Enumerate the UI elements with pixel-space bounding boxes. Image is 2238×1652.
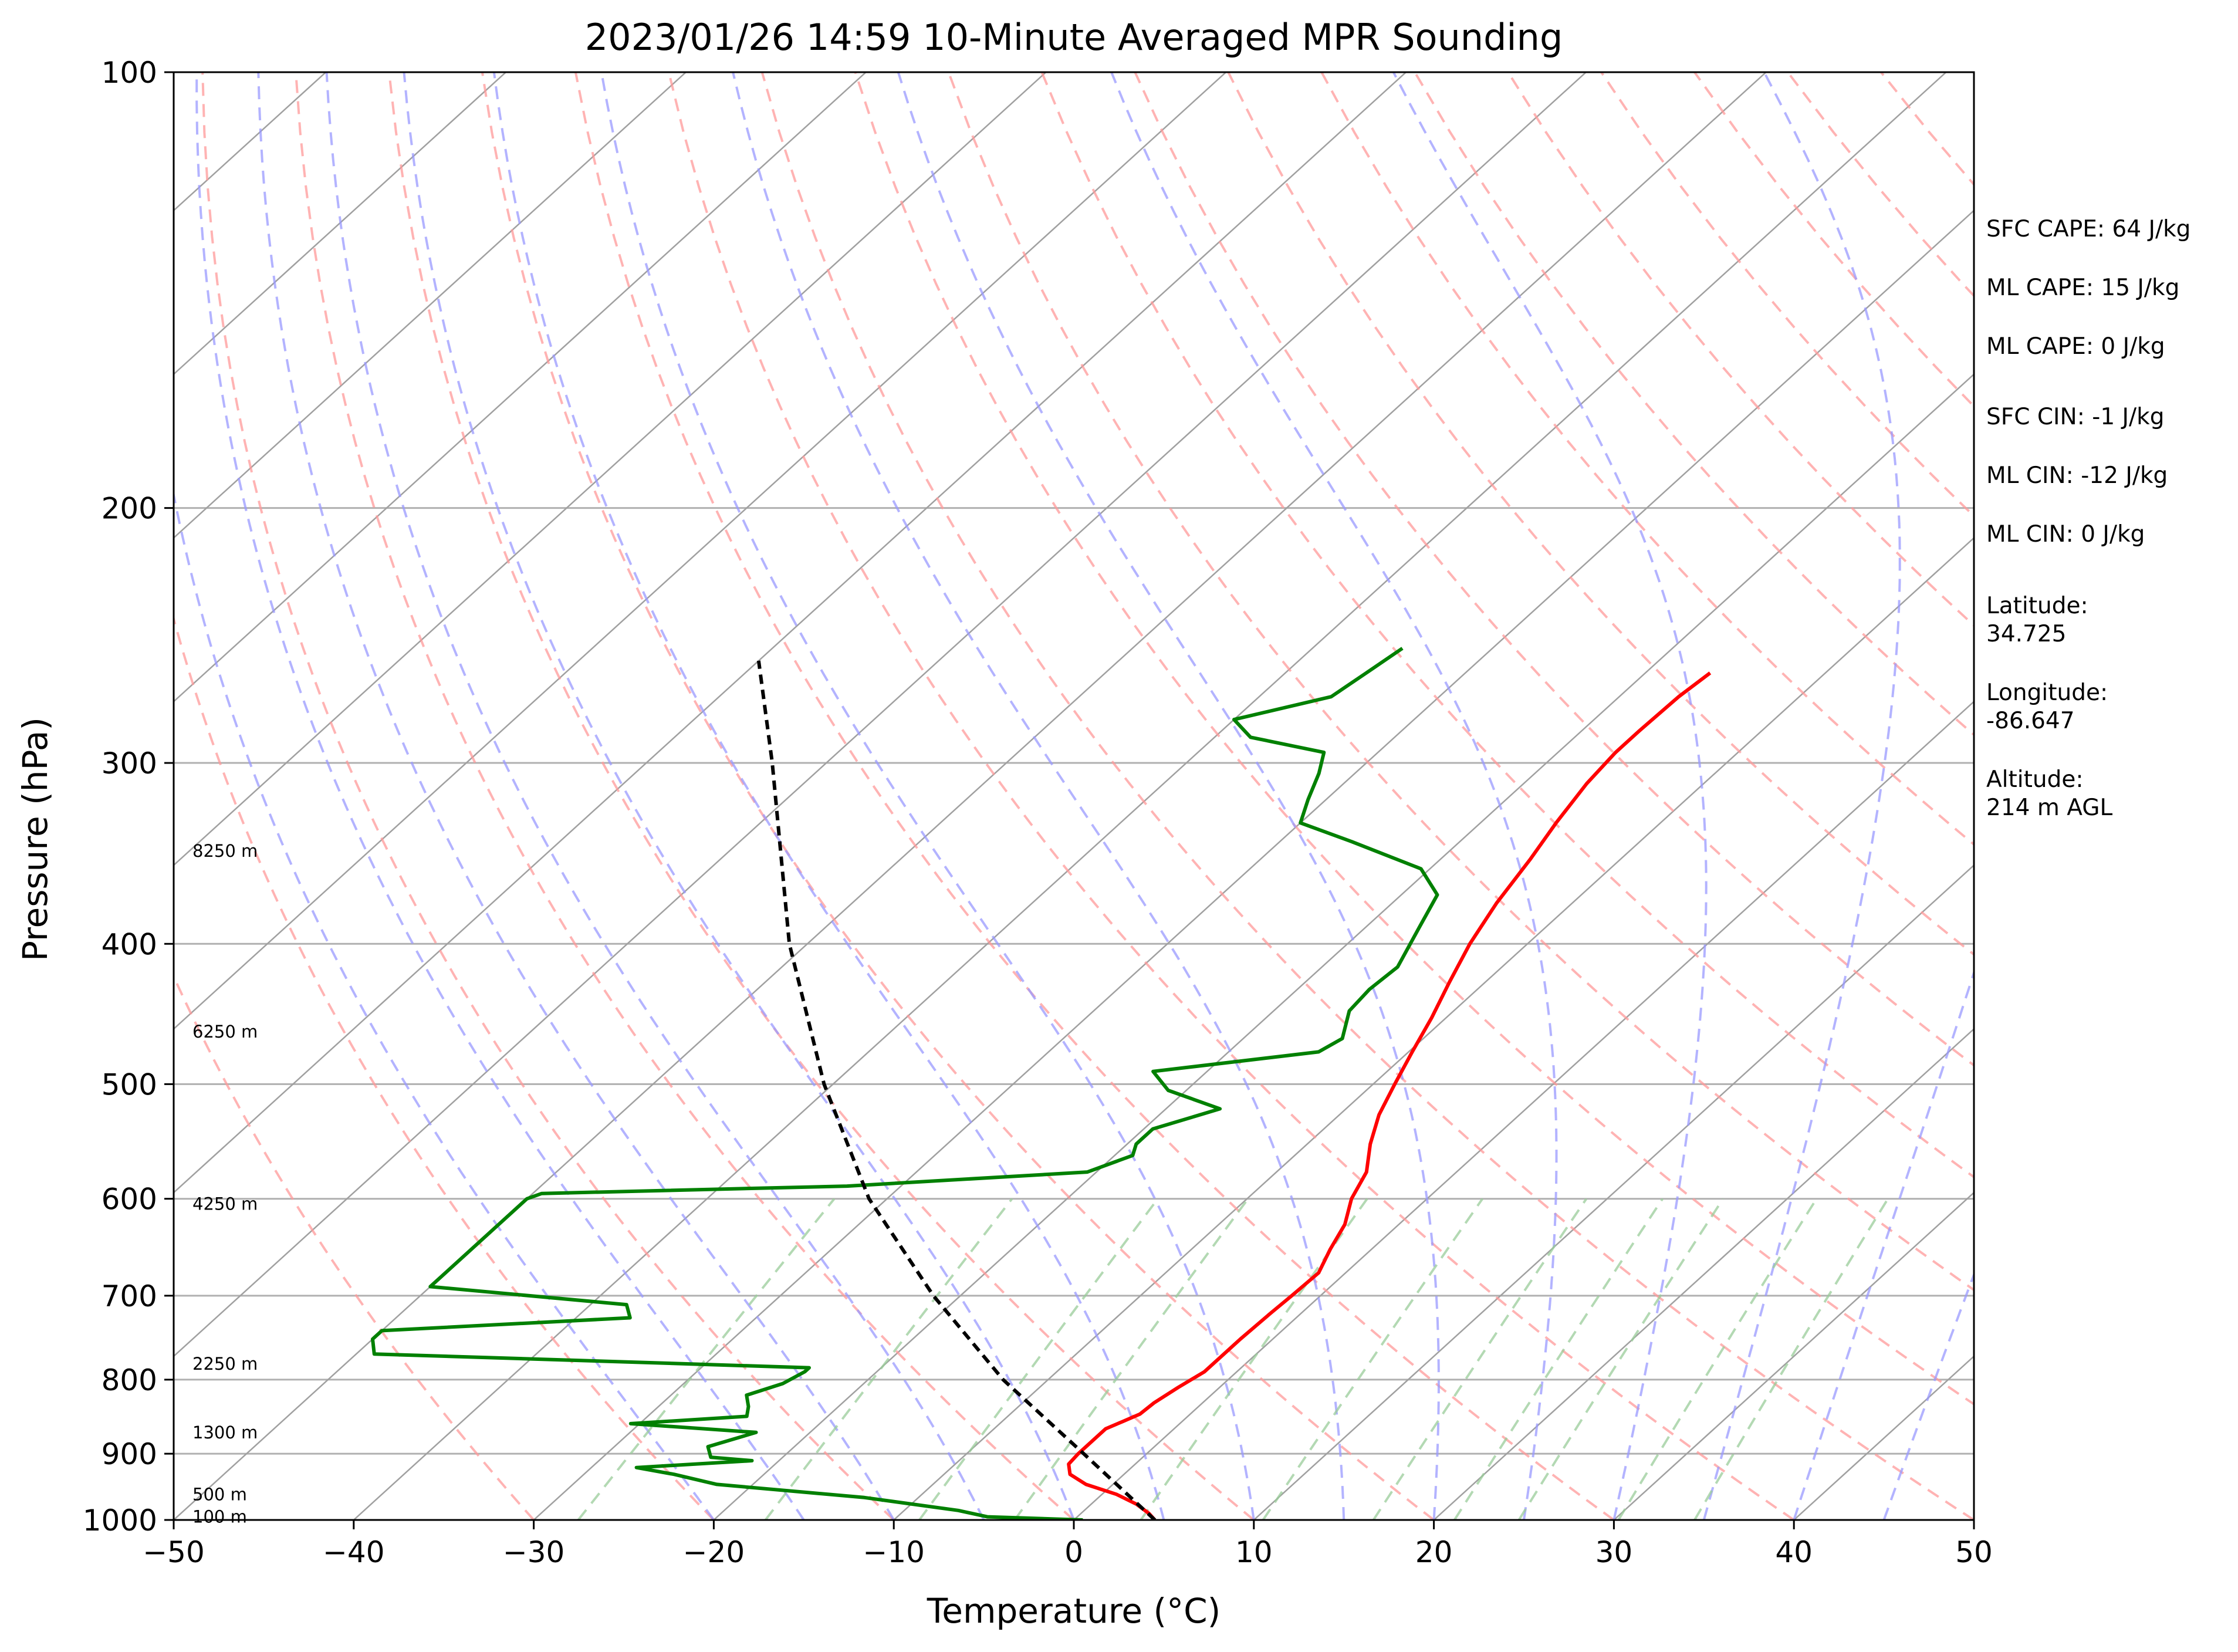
y-tick-label: 100 [102,56,157,90]
y-tick-label: 400 [102,927,157,961]
temperature-profile [1069,673,1710,1520]
x-tick-label: −10 [863,1535,925,1569]
x-tick-label: −50 [143,1535,205,1569]
side-panel-text: Longitude: [1986,680,2108,706]
side-panel-text: SFC CIN: -1 J/kg [1986,404,2165,430]
y-tick-label: 600 [102,1183,157,1217]
altitude-label: 6250 m [192,1022,258,1042]
y-tick-label: 200 [102,492,157,526]
moist-adiabat-line [404,72,1074,1520]
isotherm-line [534,72,2127,1520]
mixing-ratio-line [1519,1199,1723,1520]
altitude-label: 1300 m [192,1423,258,1442]
y-axis-label: Pressure (hPa) [15,717,55,961]
x-tick-label: 30 [1595,1535,1633,1569]
y-tick-label: 800 [102,1363,157,1397]
y-tick-label: 700 [102,1279,157,1313]
x-tick-label: −30 [503,1535,565,1569]
x-tick-label: 50 [1955,1535,1993,1569]
x-tick-label: 20 [1415,1535,1453,1569]
plot-area [0,72,2238,1520]
side-panel-text: Altitude: [1986,766,2084,793]
side-panel-text: ML CIN: -12 J/kg [1986,462,2168,489]
side-panel-text: Latitude: [1986,593,2088,619]
parcel-profile [759,661,1155,1520]
x-tick-label: 0 [1064,1535,1083,1569]
side-panel-text: 214 m AGL [1986,795,2112,821]
altitude-label: 500 m [192,1484,247,1504]
side-panel-text: 34.725 [1986,621,2066,647]
mixing-ratio-line [578,1199,834,1520]
altitude-label: 2250 m [192,1354,258,1374]
mixing-ratio-line [766,1199,1012,1520]
isotherm-line [0,72,1586,1520]
moist-adiabat-line [898,72,1439,1520]
side-panel: SFC CAPE: 64 J/kg ML CAPE: 15 J/kg ML CAPE… [1986,216,2190,821]
y-tick-label: 900 [102,1437,157,1471]
moist-adiabat-line [601,72,1254,1520]
side-panel-text: ML CAPE: 0 J/kg [1986,333,2165,360]
x-tick-label: 10 [1235,1535,1273,1569]
x-tick-label: 40 [1775,1535,1813,1569]
dry-adiabat-line [576,72,1614,1520]
x-tick-label: −40 [323,1535,385,1569]
y-tick-label: 1000 [83,1504,157,1538]
mixing-ratio-line [1263,1199,1483,1520]
side-panel-text: ML CIN: 0 J/kg [1986,521,2145,548]
x-tick-label: −20 [683,1535,745,1569]
altitude-label: 8250 m [192,841,258,861]
altitude-label: 100 m [192,1507,247,1527]
y-tick-label: 500 [102,1067,157,1102]
side-panel-text: SFC CAPE: 64 J/kg [1986,216,2190,242]
moist-adiabat-line [197,72,804,1520]
dry-adiabat-line [11,72,534,1520]
side-panel-text: -86.647 [1986,708,2075,734]
y-tick-label: 300 [102,746,157,781]
dry-adiabat-line [389,72,1254,1520]
moist-adiabat-line [733,72,1344,1520]
chart-title: 2023/01/26 14:59 10-Minute Averaged MPR … [585,16,1563,59]
dry-adiabat-line [762,72,1974,1520]
isotherm-line [0,72,1406,1520]
altitude-label: 4250 m [192,1194,258,1214]
side-panel-text: ML CAPE: 15 J/kg [1986,275,2179,301]
mixing-ratio-line [919,1199,1158,1520]
dry-adiabat-line [669,72,1794,1520]
mixing-ratio-line [1455,1199,1663,1520]
moist-adiabat-line [1111,72,1556,1520]
x-axis-label: Temperature (°C) [927,1591,1221,1631]
